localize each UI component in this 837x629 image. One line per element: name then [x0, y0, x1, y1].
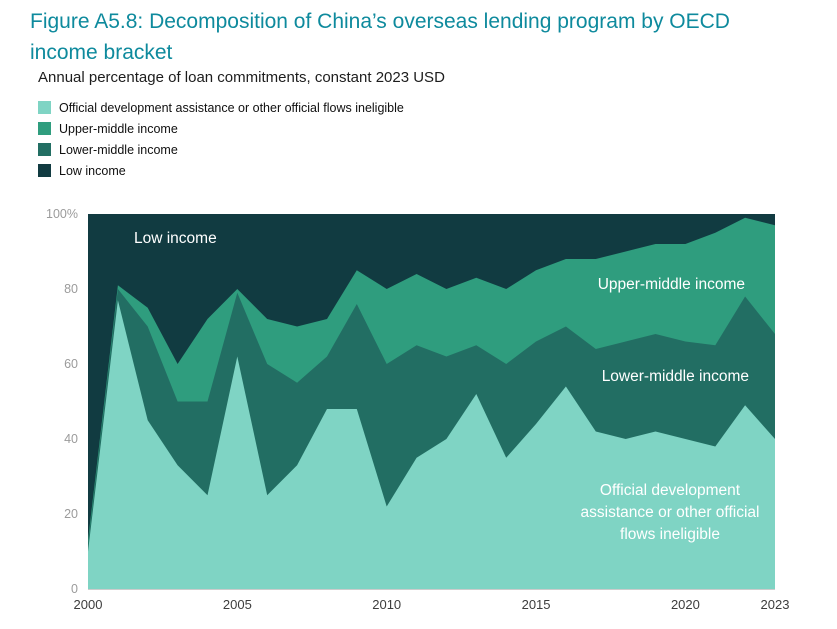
x-tick: 2005 — [222, 597, 252, 612]
y-tick: 60 — [64, 357, 78, 371]
area-label-oda-ineligible: Official development assistance or other… — [580, 482, 760, 543]
legend-swatch-lower-middle — [38, 143, 51, 156]
y-tick: 20 — [64, 507, 78, 521]
legend-label: Low income — [59, 163, 126, 178]
x-tick: 2015 — [521, 597, 551, 612]
y-tick: 100% — [46, 207, 78, 221]
x-tick: 2000 — [73, 597, 103, 612]
figure-subtitle: Annual percentage of loan commitments, c… — [38, 69, 445, 86]
legend-item-upper-middle: Upper-middle income — [38, 118, 404, 139]
legend-swatch-upper-middle — [38, 122, 51, 135]
y-tick: 40 — [64, 432, 78, 446]
area-label-upper-middle-income: Upper-middle income — [597, 276, 745, 293]
legend-swatch-low-income — [38, 164, 51, 177]
area-label-lower-middle-income: Lower-middle income — [601, 368, 749, 385]
y-axis: 100% 80 60 40 20 0 — [0, 207, 78, 596]
legend-item-oda-ineligible: Official development assistance or other… — [38, 97, 404, 118]
stacked-area-svg — [88, 214, 775, 589]
x-tick: 2023 — [760, 597, 790, 612]
area-label-low-income: Low income — [134, 230, 217, 247]
legend-label: Upper-middle income — [59, 121, 178, 136]
x-tick: 2020 — [670, 597, 700, 612]
legend-label: Lower-middle income — [59, 142, 178, 157]
x-axis: 2000 2005 2010 2015 2020 2023 — [74, 597, 790, 615]
x-tick: 2010 — [372, 597, 402, 612]
legend-item-lower-middle: Lower-middle income — [38, 139, 404, 160]
legend: Official development assistance or other… — [38, 97, 404, 181]
plot-area: Low income Upper-middle income Lower-mid… — [88, 214, 775, 590]
legend-item-low-income: Low income — [38, 160, 404, 181]
legend-label: Official development assistance or other… — [59, 100, 404, 115]
legend-swatch-oda-ineligible — [38, 101, 51, 114]
figure-title: Figure A5.8: Decomposition of China’s ov… — [30, 10, 730, 64]
y-tick: 80 — [64, 282, 78, 296]
y-tick: 0 — [71, 582, 78, 596]
